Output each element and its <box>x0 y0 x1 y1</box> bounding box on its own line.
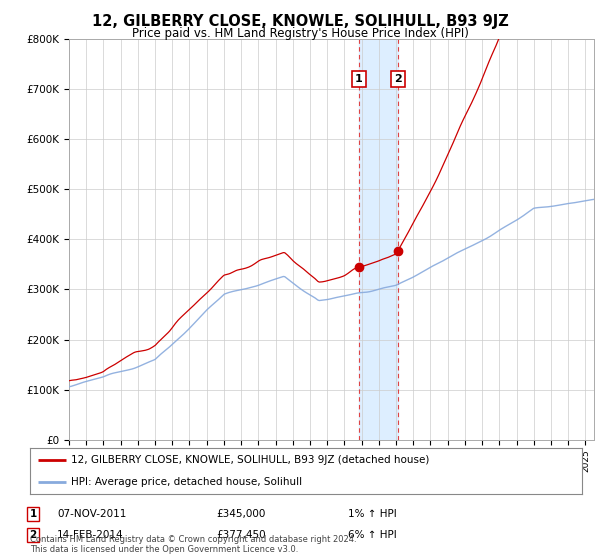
Text: 12, GILBERRY CLOSE, KNOWLE, SOLIHULL, B93 9JZ: 12, GILBERRY CLOSE, KNOWLE, SOLIHULL, B9… <box>92 14 508 29</box>
Text: HPI: Average price, detached house, Solihull: HPI: Average price, detached house, Soli… <box>71 477 302 487</box>
Text: £345,000: £345,000 <box>216 509 265 519</box>
Text: Price paid vs. HM Land Registry's House Price Index (HPI): Price paid vs. HM Land Registry's House … <box>131 27 469 40</box>
Text: Contains HM Land Registry data © Crown copyright and database right 2024.
This d: Contains HM Land Registry data © Crown c… <box>30 535 356 554</box>
Text: 1% ↑ HPI: 1% ↑ HPI <box>348 509 397 519</box>
Bar <box>359 39 398 440</box>
Text: 14-FEB-2014: 14-FEB-2014 <box>57 530 124 540</box>
Text: 2: 2 <box>394 74 402 84</box>
Text: 12, GILBERRY CLOSE, KNOWLE, SOLIHULL, B93 9JZ (detached house): 12, GILBERRY CLOSE, KNOWLE, SOLIHULL, B9… <box>71 455 430 465</box>
Text: 1: 1 <box>29 509 37 519</box>
Text: 07-NOV-2011: 07-NOV-2011 <box>57 509 127 519</box>
Text: 2: 2 <box>29 530 37 540</box>
Text: 6% ↑ HPI: 6% ↑ HPI <box>348 530 397 540</box>
Text: £377,450: £377,450 <box>216 530 266 540</box>
Text: 1: 1 <box>355 74 363 84</box>
